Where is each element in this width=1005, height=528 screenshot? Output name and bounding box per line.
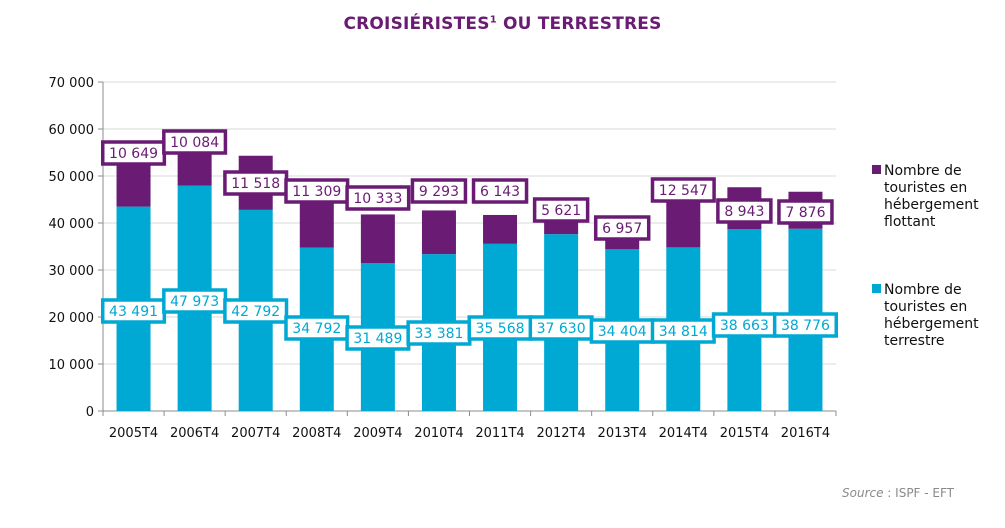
data-label-terrestre: 35 568 bbox=[476, 321, 525, 337]
chart-title: CROISIÉRISTES1 OU TERRESTRES bbox=[0, 14, 1005, 34]
y-tick-label: 20 000 bbox=[49, 311, 95, 326]
data-label-flottant: 6 143 bbox=[480, 184, 520, 200]
data-label-flottant-box bbox=[345, 185, 411, 211]
x-tick-label: 2006T4 bbox=[170, 426, 219, 441]
data-label-flottant-box bbox=[532, 197, 590, 223]
x-tick-label: 2011T4 bbox=[475, 426, 524, 441]
bar-flottant bbox=[421, 210, 456, 255]
data-label-flottant-box bbox=[410, 178, 468, 204]
legend-swatch-terrestre bbox=[872, 284, 881, 293]
x-tick-label: 2014T4 bbox=[659, 426, 708, 441]
data-label-flottant-box bbox=[716, 198, 773, 224]
data-label-flottant: 7 876 bbox=[785, 205, 825, 221]
data-label-flottant-box bbox=[777, 199, 834, 225]
legend-label-line: Nombre de bbox=[884, 282, 962, 298]
data-label-flottant: 6 957 bbox=[602, 221, 642, 237]
data-label-terrestre-box bbox=[772, 312, 839, 338]
bars bbox=[116, 138, 823, 411]
bar-flottant bbox=[483, 214, 518, 244]
source-note: Source : ISPF - EFT bbox=[842, 486, 954, 500]
x-tick-label: 2015T4 bbox=[720, 426, 769, 441]
legend-label-line: touristes en bbox=[884, 180, 968, 196]
data-label-terrestre: 47 973 bbox=[170, 294, 219, 310]
legend-label-line: hébergement bbox=[884, 197, 979, 213]
data-labels: 10 649 43 491 10 084 47 973 11 518 42 792 11 3… bbox=[100, 129, 839, 351]
data-label-flottant-box bbox=[593, 215, 651, 241]
legend-label-line: hébergement bbox=[884, 316, 979, 332]
data-label-flottant: 11 309 bbox=[292, 184, 341, 200]
y-tick-label: 60 000 bbox=[49, 123, 95, 138]
data-label-flottant: 9 293 bbox=[419, 184, 459, 200]
legend-item-flottant: Nombre de touristes en hébergement flott… bbox=[872, 163, 979, 231]
x-tick-label: 2005T4 bbox=[109, 426, 158, 441]
x-tick-label: 2013T4 bbox=[598, 426, 647, 441]
y-tick-label: 0 bbox=[86, 405, 94, 420]
data-label-terrestre: 38 663 bbox=[720, 318, 769, 334]
legend-label-line: flottant bbox=[884, 214, 936, 230]
title-suffix: OU TERRESTRES bbox=[496, 14, 662, 34]
data-label-terrestre: 37 630 bbox=[537, 321, 586, 337]
y-tick-label: 70 000 bbox=[49, 76, 95, 91]
y-tick-label: 40 000 bbox=[49, 217, 95, 232]
data-label-flottant: 10 084 bbox=[170, 135, 219, 151]
data-label-flottant: 10 649 bbox=[109, 146, 158, 162]
data-label-flottant: 5 621 bbox=[541, 203, 581, 219]
legend-label-line: Nombre de bbox=[884, 163, 962, 179]
data-label-terrestre-box bbox=[223, 298, 289, 324]
data-label-terrestre: 34 792 bbox=[292, 321, 341, 337]
data-label-flottant: 12 547 bbox=[659, 183, 708, 199]
y-tick-label: 10 000 bbox=[49, 358, 95, 373]
bar-flottant bbox=[360, 214, 395, 264]
data-label-flottant-box bbox=[162, 129, 228, 155]
data-label-terrestre: 33 381 bbox=[414, 326, 463, 342]
legend-item-terrestre: Nombre de touristes en hébergement terre… bbox=[872, 282, 979, 350]
x-tick-label: 2016T4 bbox=[781, 426, 830, 441]
x-tick-label: 2009T4 bbox=[353, 426, 402, 441]
legend-label-line: touristes en bbox=[884, 299, 968, 315]
title-footnote-marker: 1 bbox=[489, 14, 497, 26]
data-label-terrestre: 43 491 bbox=[109, 304, 158, 320]
y-tick-label: 30 000 bbox=[49, 264, 95, 279]
data-label-flottant: 10 333 bbox=[353, 191, 402, 207]
data-label-flottant-box bbox=[471, 178, 529, 204]
x-tick-label: 2007T4 bbox=[231, 426, 280, 441]
data-label-terrestre: 34 404 bbox=[598, 324, 647, 340]
data-label-flottant: 8 943 bbox=[724, 204, 764, 220]
data-label-flottant-box bbox=[650, 177, 716, 203]
legend-label-line: terrestre bbox=[884, 333, 945, 349]
x-tick-label: 2008T4 bbox=[292, 426, 341, 441]
legend-swatch-flottant bbox=[872, 165, 881, 174]
source-prefix: Source bbox=[842, 486, 884, 500]
data-label-terrestre: 38 776 bbox=[781, 318, 830, 334]
data-label-flottant: 11 518 bbox=[231, 176, 280, 192]
data-label-terrestre: 31 489 bbox=[353, 331, 402, 347]
source-text: : ISPF - EFT bbox=[883, 486, 955, 500]
title-text: CROISIÉRISTES bbox=[343, 14, 490, 34]
x-tick-label: 2010T4 bbox=[414, 426, 463, 441]
data-label-terrestre: 42 792 bbox=[231, 304, 280, 320]
data-label-terrestre: 34 814 bbox=[659, 324, 708, 340]
axes: 0 10 000 20 000 30 000 40 000 50 000 60 000 70 … bbox=[49, 76, 837, 441]
x-tick-label: 2012T4 bbox=[536, 426, 585, 441]
y-tick-label: 50 000 bbox=[49, 170, 95, 185]
